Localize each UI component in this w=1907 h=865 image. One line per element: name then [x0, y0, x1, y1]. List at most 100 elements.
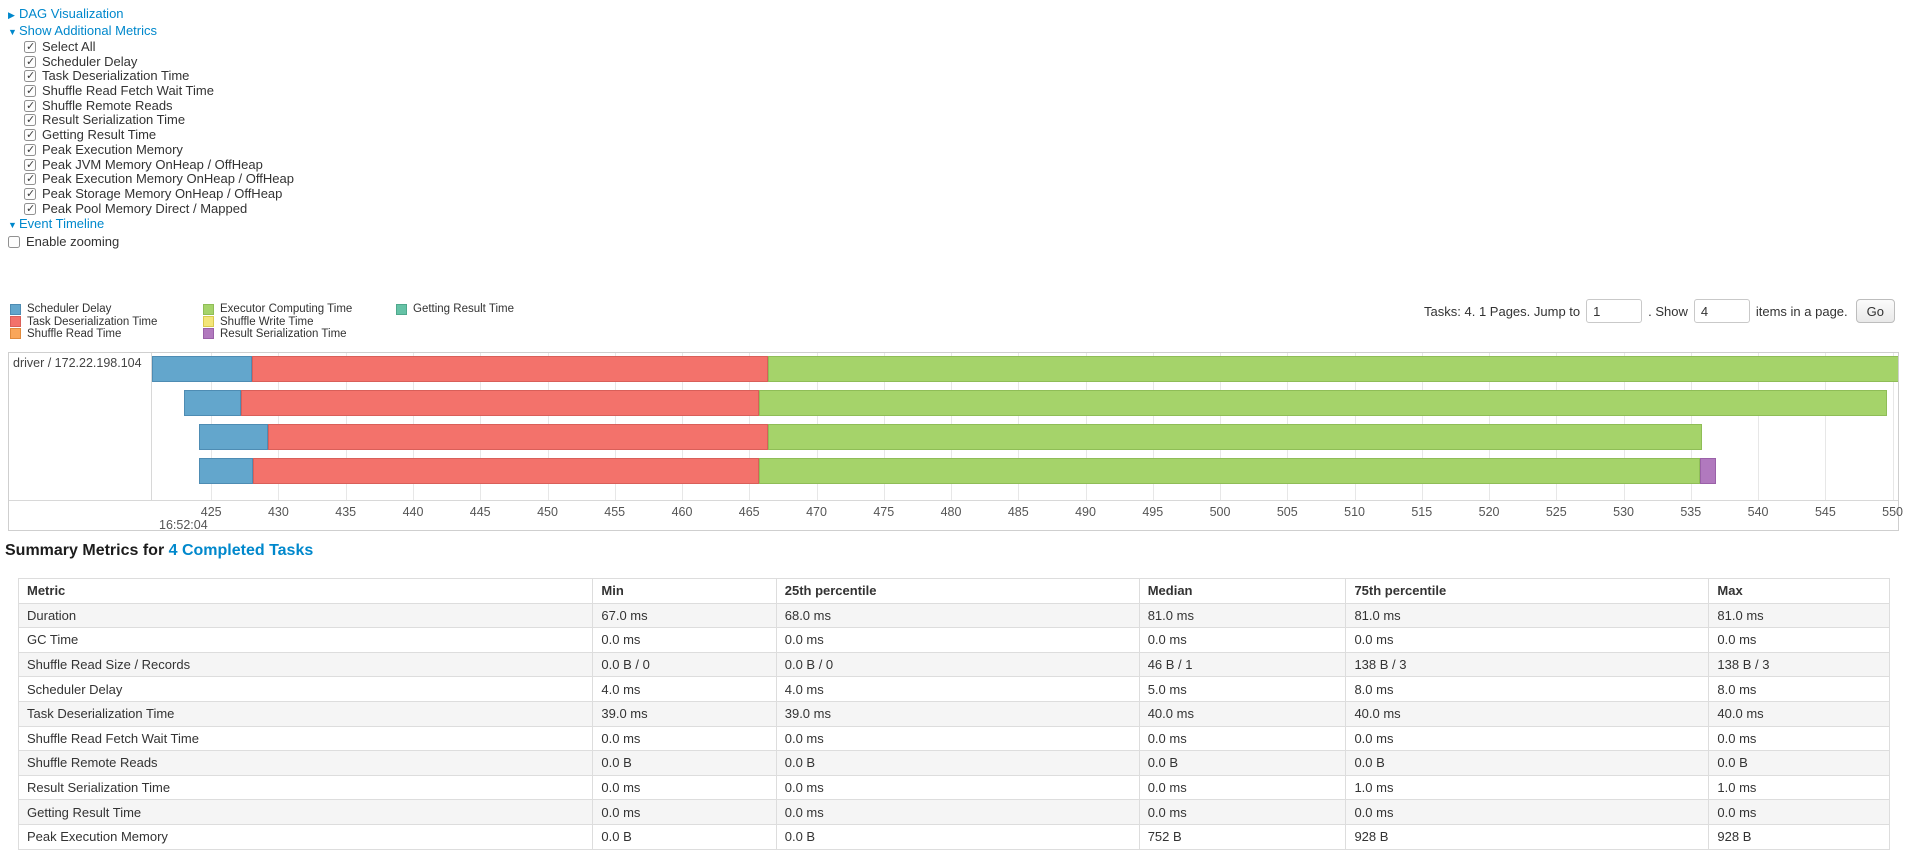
legend-item-scheduler-delay: Scheduler Delay [10, 303, 203, 315]
axis-tick-label: 425 [200, 505, 222, 519]
gridline [1825, 353, 1827, 500]
checkbox-label: Task Deserialization Time [42, 68, 190, 84]
metric-value-cell: 0.0 B / 0 [775, 651, 1140, 678]
metric-value-cell: 928 B [1345, 823, 1710, 850]
metric-value-cell: 0.0 ms [1138, 725, 1347, 752]
checkbox-getting-result-time[interactable] [24, 128, 36, 143]
legend-label: Task Deserialization Time [27, 315, 158, 328]
metric-value-cell: 0.0 ms [775, 799, 1140, 825]
metric-checkbox-row: Task Deserialization Time [24, 69, 294, 84]
go-button[interactable]: Go [1855, 299, 1895, 323]
segment-scheduler_delay [184, 390, 241, 416]
checkbox-label: Shuffle Read Fetch Wait Time [42, 83, 214, 99]
axis-tick-label: 515 [1411, 505, 1433, 519]
metric-checkbox-row: Shuffle Remote Reads [24, 98, 294, 113]
gridline [1892, 353, 1894, 500]
metric-name-cell: GC Time [17, 627, 594, 653]
jump-to-page-input[interactable] [1586, 299, 1643, 323]
segment-task_deserialization [251, 356, 768, 382]
metric-value-cell: 8.0 ms [1345, 676, 1710, 702]
metric-checkbox-row: Peak Pool Memory Direct / Mapped [24, 201, 294, 216]
items-per-page-input[interactable] [1693, 299, 1750, 323]
metric-value-cell: 81.0 ms [1708, 602, 1890, 629]
checkbox-scheduler-delay[interactable] [24, 55, 36, 69]
metric-value-cell: 138 B / 3 [1345, 651, 1710, 678]
checkbox-peak-pool-memory-direct-mapped[interactable] [24, 202, 36, 216]
dag-visualization-toggle[interactable]: ▶ DAG Visualization [8, 6, 294, 23]
metric-value-cell: 8.0 ms [1708, 676, 1890, 702]
table-row: Shuffle Read Fetch Wait Time 0.0 ms 0.0 ms… [17, 725, 1890, 752]
task-bar-row [152, 458, 1898, 484]
checkbox-label: Peak Storage Memory OnHeap / OffHeap [42, 185, 283, 201]
checkbox-task-deserialization-time[interactable] [24, 69, 36, 84]
column-header-min: Min [592, 578, 777, 604]
segment-scheduler_delay [152, 356, 252, 382]
metric-checkbox-row: Result Serialization Time [24, 113, 294, 128]
metric-value-cell: 39.0 ms [592, 700, 777, 727]
metric-value-cell: 138 B / 3 [1708, 651, 1890, 678]
enable-zooming-checkbox[interactable] [8, 236, 20, 249]
task-bar-row [152, 390, 1898, 416]
checkbox-select-all[interactable] [24, 40, 36, 55]
shuffle-write-time-swatch-icon [203, 316, 214, 328]
chevron-down-icon: ▼ [8, 220, 17, 231]
table-row: Result Serialization Time 0.0 ms 0.0 ms 0.0… [17, 774, 1890, 801]
segment-scheduler_delay [199, 424, 268, 450]
metric-name-cell: Duration [17, 602, 594, 629]
axis-tick-label: 445 [469, 505, 491, 519]
legend-item-executor-computing-time: Executor Computing Time [203, 303, 396, 315]
checkbox-peak-execution-memory-onheap-offheap[interactable] [24, 172, 36, 187]
dag-visualization-label: DAG Visualization [19, 6, 124, 21]
summary-metrics-table: Metric Min 25th percentile Median 75th perce… [17, 578, 1890, 850]
event-timeline-chart: driver / 172.22.198.104 16:52:04 425 430 4… [8, 352, 1903, 532]
checkbox-peak-storage-memory-onheap-offheap[interactable] [24, 187, 36, 202]
segment-executor_computing [768, 424, 1702, 450]
executor-computing-time-swatch-icon [203, 303, 214, 315]
column-header-metric: Metric [17, 578, 594, 604]
metric-value-cell: 40.0 ms [1345, 700, 1710, 727]
show-additional-metrics-toggle[interactable]: ▼ Show Additional Metrics [8, 23, 294, 40]
segment-scheduler_delay [199, 458, 253, 484]
metric-value-cell: 0.0 ms [592, 627, 777, 653]
metric-value-cell: 4.0 ms [775, 676, 1140, 702]
event-timeline-label: Event Timeline [19, 216, 105, 232]
items-per-page-label: items in a page. [1755, 303, 1848, 319]
metric-value-cell: 0.0 ms [775, 627, 1140, 653]
metric-value-cell: 68.0 ms [775, 602, 1140, 629]
metric-value-cell: 0.0 ms [592, 799, 777, 825]
metric-value-cell: 0.0 ms [1345, 725, 1710, 752]
enable-zooming-label: Enable zooming [26, 234, 120, 250]
shuffle-read-time-swatch-icon [10, 328, 21, 340]
checkbox-peak-execution-memory[interactable] [24, 143, 36, 158]
metric-value-cell: 4.0 ms [592, 676, 777, 702]
checkbox-peak-jvm-memory-onheap-offheap[interactable] [24, 158, 36, 172]
timeline-group-column: driver / 172.22.198.104 [9, 353, 152, 500]
timeline-plot-area [152, 353, 1898, 500]
task-bar-row [152, 424, 1898, 450]
column-header-median: Median [1138, 578, 1347, 604]
axis-tick-label: 450 [537, 505, 558, 519]
metric-value-cell: 0.0 ms [1138, 774, 1347, 801]
checkbox-shuffle-remote-reads[interactable] [24, 99, 36, 113]
axis-tick-label: 465 [738, 505, 760, 519]
checkbox-result-serialization-time[interactable] [24, 113, 36, 128]
axis-tick-label: 430 [267, 505, 289, 519]
column-header-max: Max [1708, 578, 1890, 604]
metric-value-cell: 0.0 B [592, 750, 777, 776]
completed-tasks-link[interactable]: 4 Completed Tasks [168, 542, 314, 559]
event-timeline-toggle[interactable]: ▼ Event Timeline [8, 216, 294, 233]
checkbox-label: Peak JVM Memory OnHeap / OffHeap [42, 156, 263, 172]
checkbox-shuffle-read-fetch-wait-time[interactable] [24, 84, 36, 99]
axis-tick-label: 510 [1344, 505, 1366, 519]
metric-value-cell: 0.0 ms [1138, 799, 1347, 825]
legend-label: Getting Result Time [413, 303, 514, 316]
metric-checkbox-row: Select All [24, 39, 294, 55]
axis-tick-label: 475 [873, 505, 895, 519]
enable-zooming-row: Enable zooming [8, 234, 294, 249]
metric-value-cell: 1.0 ms [1345, 774, 1710, 801]
metric-name-cell: Shuffle Remote Reads [17, 750, 594, 776]
axis-tick-label: 435 [335, 505, 357, 519]
axis-tick-label: 500 [1209, 505, 1231, 519]
chevron-down-icon: ▼ [8, 27, 17, 37]
